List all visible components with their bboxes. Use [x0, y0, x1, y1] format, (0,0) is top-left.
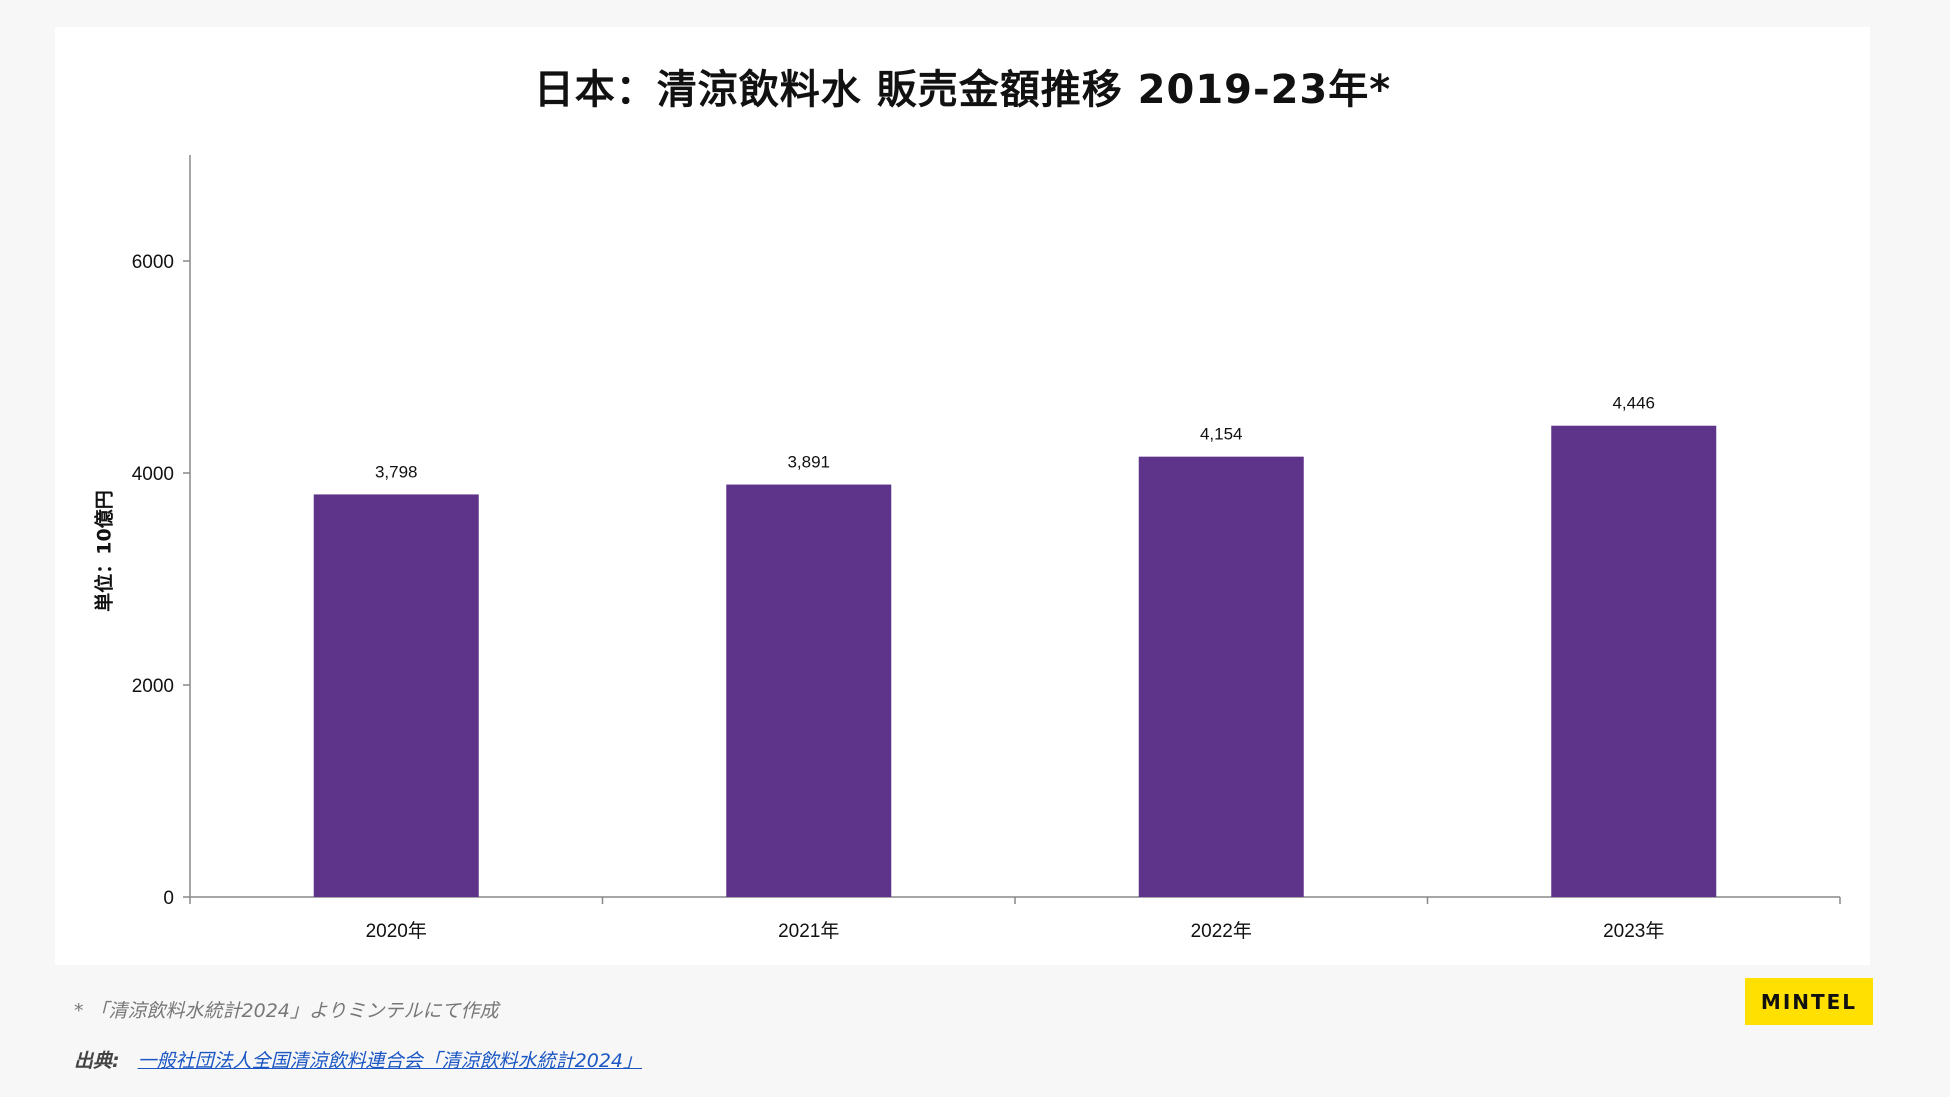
- data-label: 4,154: [1200, 425, 1243, 444]
- source-link[interactable]: 一般社団法人全国清涼飲料連合会「清涼飲料水統計2024」: [137, 1050, 643, 1072]
- y-tick-label: 6000: [132, 252, 174, 273]
- x-tick-label: 2021年: [778, 920, 839, 942]
- y-tick-label: 0: [163, 888, 174, 909]
- mintel-logo: MINTEL: [1745, 978, 1873, 1025]
- data-label: 4,446: [1612, 394, 1655, 413]
- bar-chart: 0 2000 4000 6000 3,798 2020年 3,891 2021年 4,154 20…: [132, 155, 1841, 942]
- bar: [726, 484, 892, 897]
- y-tick-label: 4000: [132, 464, 174, 485]
- y-tick-label: 2000: [132, 676, 174, 697]
- source-label: 出典:: [74, 1050, 120, 1072]
- chart-card: 日本：清涼飲料水 販売金額推移 2019-23年* 単位：10億円 0 2000 4…: [55, 27, 1870, 965]
- x-tick-label: 2023年: [1603, 920, 1664, 942]
- bar: [1138, 456, 1304, 897]
- bar: [313, 494, 479, 897]
- x-tick-label: 2022年: [1191, 920, 1252, 942]
- bar: [1551, 425, 1717, 897]
- source-line: 出典: 一般社団法人全国清涼飲料連合会「清涼飲料水統計2024」: [74, 1046, 642, 1073]
- data-label: 3,891: [787, 453, 830, 472]
- footnote: * 「清涼飲料水統計2024」よりミンテルにて作成: [74, 1000, 499, 1022]
- data-label: 3,798: [375, 462, 418, 481]
- chart-title: 日本：清涼飲料水 販売金額推移 2019-23年*: [533, 67, 1392, 113]
- x-tick-label: 2020年: [366, 920, 427, 942]
